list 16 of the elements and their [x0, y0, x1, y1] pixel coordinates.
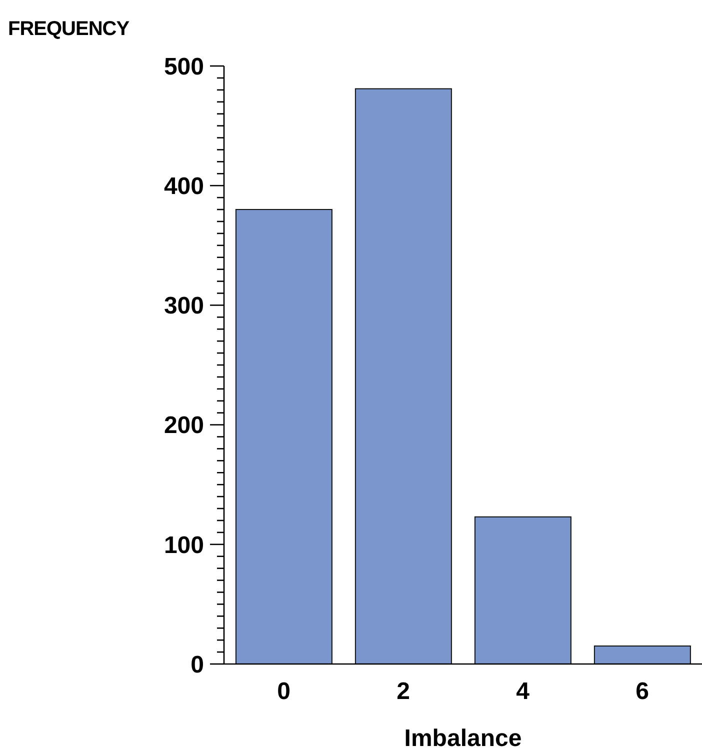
x-tick-label: 2	[396, 678, 410, 706]
y-tick-label: 100	[164, 532, 204, 559]
x-axis-title: Imbalance	[404, 725, 522, 752]
x-tick-label: 6	[636, 678, 649, 706]
bar	[594, 646, 691, 664]
y-tick-label: 400	[164, 173, 204, 200]
bar	[474, 516, 572, 664]
bar	[235, 209, 332, 664]
x-tick-label: 4	[516, 678, 530, 706]
y-tick-label: 200	[164, 412, 204, 440]
x-tick-label: 0	[277, 678, 290, 706]
y-axis-title: FREQUENCY	[8, 18, 130, 41]
y-tick-label: 0	[190, 651, 204, 678]
bar	[354, 88, 452, 664]
y-tick-label: 500	[164, 53, 204, 80]
y-tick-label: 300	[164, 292, 204, 320]
